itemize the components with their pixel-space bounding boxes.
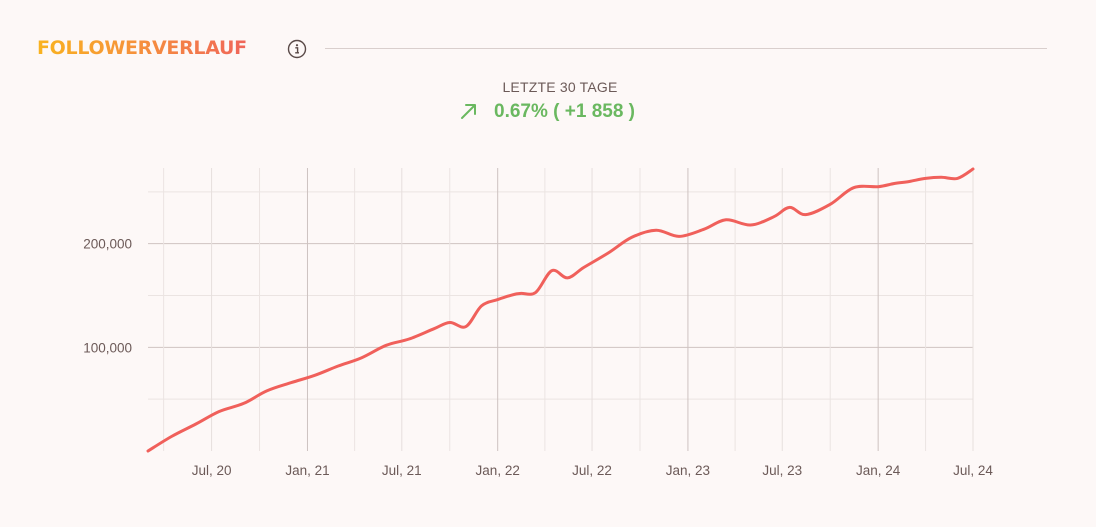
y-axis: 100,000 200,000 — [83, 237, 132, 356]
info-circle-icon[interactable] — [287, 39, 307, 59]
series-line — [146, 167, 975, 453]
x-tick-label: Jul, 23 — [762, 463, 802, 478]
x-tick-label: Jul, 21 — [382, 463, 422, 478]
x-tick-label: Jan, 22 — [476, 463, 520, 478]
x-tick-label: Jul, 20 — [192, 463, 232, 478]
x-tick-label: Jan, 23 — [666, 463, 710, 478]
x-tick-label: Jul, 24 — [953, 463, 993, 478]
x-axis: Jul, 20 Jan, 21 Jul, 21 Jan, 22 Jul, 22 Jan, … — [192, 463, 994, 478]
x-tick-label: Jan, 24 — [856, 463, 901, 478]
x-tick-label: Jul, 22 — [572, 463, 612, 478]
summary-period-label: LETZTE 30 TAGE — [502, 79, 618, 95]
y-tick-label: 100,000 — [83, 340, 132, 355]
arrow-up-right-icon — [461, 104, 476, 119]
header-divider — [325, 48, 1047, 49]
chart-title: FOLLOWERVERLAUF — [37, 37, 247, 59]
grid — [148, 168, 974, 451]
chart-header: FOLLOWERVERLAUF — [37, 36, 1049, 62]
y-tick-label: 200,000 — [83, 237, 132, 252]
summary-change-value: 0.67% ( +1 858 ) — [494, 101, 636, 122]
x-tick-label: Jan, 21 — [285, 463, 329, 478]
